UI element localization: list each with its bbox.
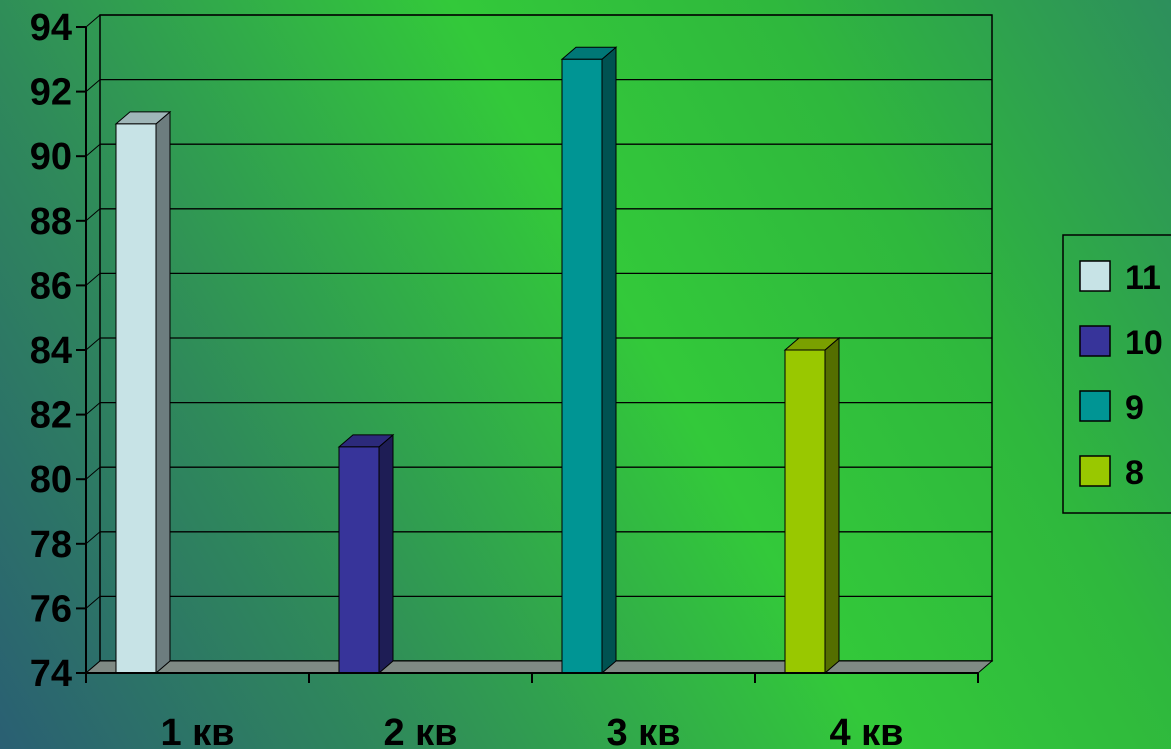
y-tick-label: 84 <box>30 330 72 372</box>
bar <box>114 110 172 675</box>
legend-label: 10 <box>1125 324 1163 362</box>
bar-front <box>338 446 380 674</box>
bar-side <box>601 46 617 675</box>
y-tick-label: 82 <box>30 395 72 437</box>
bar-front <box>115 123 157 674</box>
y-tick-label: 92 <box>30 72 72 114</box>
x-tick-label: 1 кв <box>160 712 234 749</box>
gridline-depth <box>85 143 101 157</box>
x-tick-label: 2 кв <box>383 712 457 749</box>
gridline-depth <box>85 273 101 286</box>
bar-front <box>784 349 826 674</box>
gridline-depth <box>85 402 101 415</box>
y-tick-label: 94 <box>30 7 72 49</box>
y-tick-label: 88 <box>30 201 72 243</box>
legend-swatch <box>1079 325 1111 357</box>
plot-floor <box>84 660 994 674</box>
gridline-depth <box>85 208 101 222</box>
bars-layer <box>114 46 841 675</box>
legend-label: 8 <box>1125 454 1144 492</box>
bar <box>337 433 395 675</box>
legend-box <box>1062 234 1171 514</box>
bar <box>783 336 841 675</box>
gridline-depth <box>85 466 101 480</box>
axis-layer: 74 76 78 80 82 84 86 88 90 92 94 1 кв 2 кв 3 кв 4 кв <box>30 7 979 749</box>
y-tick-label: 80 <box>30 459 72 501</box>
legend-swatch <box>1079 455 1111 487</box>
y-tick-label: 74 <box>30 653 72 695</box>
legend-swatch <box>1079 390 1111 422</box>
gridline-depth <box>85 79 101 92</box>
x-tick-label: 3 кв <box>606 712 680 749</box>
gridline-depth <box>85 337 101 351</box>
x-tick-label: 4 кв <box>829 712 903 749</box>
gridline-depth <box>85 14 101 28</box>
y-tick-label: 86 <box>30 265 72 307</box>
bar-side <box>824 336 840 675</box>
gridline-depth <box>85 596 101 609</box>
y-tick-label: 76 <box>30 588 72 630</box>
legend: 11 10 9 8 <box>1062 234 1171 514</box>
y-tick-label: 90 <box>30 136 72 178</box>
y-tick-label: 78 <box>30 524 72 566</box>
legend-label: 11 <box>1125 259 1161 297</box>
legend-label: 9 <box>1125 389 1144 427</box>
bar-side <box>155 110 171 675</box>
bar <box>560 46 618 675</box>
gridline-depth <box>85 531 101 545</box>
grid-layer <box>84 14 994 674</box>
bar-side <box>378 433 394 675</box>
legend-swatch <box>1079 260 1111 292</box>
bar-front <box>561 58 603 674</box>
